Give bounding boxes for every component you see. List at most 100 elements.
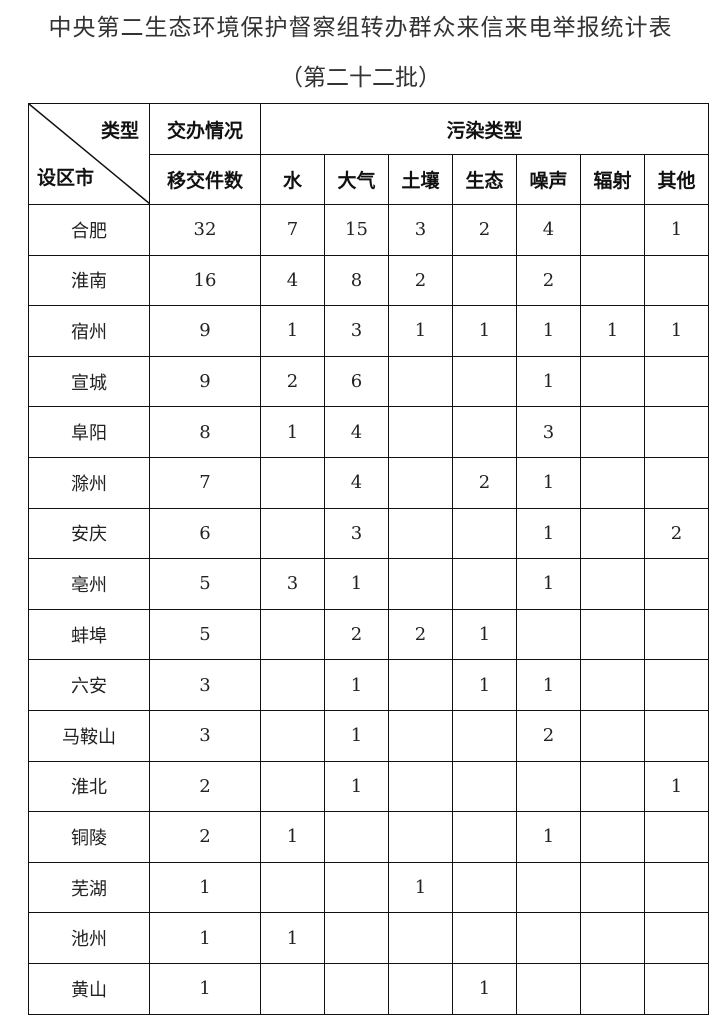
value-cell: 3 (324, 305, 389, 357)
table-row: 淮北 2 1 1 (28, 760, 709, 813)
header-assignment: 交办情况 (149, 103, 261, 155)
value-cell (580, 760, 645, 813)
value-cell (452, 811, 517, 863)
value-cell (260, 861, 325, 914)
value-cell (388, 709, 453, 762)
value-cell (388, 962, 453, 1015)
count-cell: 5 (149, 608, 261, 661)
city-cell: 滁州 (28, 456, 150, 509)
table-row: 淮南 16 4 8 2 2 (28, 254, 709, 307)
city-cell: 合肥 (28, 204, 150, 256)
value-cell (644, 456, 709, 509)
value-cell: 1 (644, 760, 709, 813)
table-row: 亳州 5 3 1 1 (28, 558, 709, 610)
value-cell (388, 355, 453, 408)
value-cell (260, 659, 325, 711)
value-cell: 2 (452, 456, 517, 509)
value-cell: 3 (260, 558, 325, 610)
header-type-2: 土壤 (388, 154, 453, 205)
count-cell: 1 (149, 962, 261, 1015)
value-cell (388, 456, 453, 509)
value-cell: 1 (388, 305, 453, 357)
count-cell: 3 (149, 659, 261, 711)
value-cell: 4 (324, 456, 389, 509)
value-cell (388, 760, 453, 813)
city-cell: 马鞍山 (28, 709, 150, 762)
value-cell (260, 456, 325, 509)
value-cell (452, 861, 517, 914)
table-row: 宿州 9 1 3 1 1 1 1 1 (28, 305, 709, 357)
value-cell (580, 254, 645, 307)
document-title: 中央第二生态环境保护督察组转办群众来信来电举报统计表 (48, 15, 673, 41)
count-cell: 9 (149, 355, 261, 408)
value-cell: 1 (516, 507, 581, 560)
table-row: 安庆 6 3 1 2 (28, 507, 709, 560)
value-cell (644, 659, 709, 711)
value-cell (260, 608, 325, 661)
value-cell (580, 507, 645, 560)
value-cell (452, 558, 517, 610)
table-row: 六安 3 1 1 1 (28, 659, 709, 711)
value-cell (516, 912, 581, 964)
value-cell: 2 (516, 254, 581, 307)
value-cell (580, 709, 645, 762)
value-cell (580, 406, 645, 458)
value-cell: 1 (516, 305, 581, 357)
value-cell (580, 204, 645, 256)
count-cell: 8 (149, 406, 261, 458)
value-cell: 1 (324, 709, 389, 762)
count-cell: 32 (149, 204, 261, 256)
value-cell: 3 (388, 204, 453, 256)
value-cell (452, 760, 517, 813)
value-cell: 4 (516, 204, 581, 256)
value-cell (516, 861, 581, 914)
value-cell: 1 (324, 760, 389, 813)
value-cell (388, 507, 453, 560)
header-count: 移交件数 (149, 154, 261, 205)
value-cell (324, 861, 389, 914)
value-cell: 1 (260, 406, 325, 458)
value-cell (644, 355, 709, 408)
value-cell (452, 912, 517, 964)
value-cell (644, 962, 709, 1015)
city-cell: 淮南 (28, 254, 150, 307)
value-cell (388, 406, 453, 458)
value-cell (260, 709, 325, 762)
value-cell: 1 (580, 305, 645, 357)
city-cell: 黄山 (28, 962, 150, 1015)
document-subtitle: （第二十二批） (280, 65, 441, 91)
value-cell (580, 861, 645, 914)
city-cell: 蚌埠 (28, 608, 150, 661)
value-cell: 1 (452, 659, 517, 711)
value-cell (644, 861, 709, 914)
count-cell: 3 (149, 709, 261, 762)
city-cell: 宿州 (28, 305, 150, 357)
value-cell: 1 (260, 912, 325, 964)
value-cell: 2 (324, 608, 389, 661)
value-cell: 15 (324, 204, 389, 256)
table-row: 滁州 7 4 2 1 (28, 456, 709, 509)
diagonal-header-cell: 类型 设区市 (28, 103, 150, 205)
table-row: 马鞍山 3 1 2 (28, 709, 709, 762)
count-cell: 6 (149, 507, 261, 560)
header-type-5: 辐射 (580, 154, 645, 205)
table-row: 芜湖 1 1 (28, 861, 709, 914)
header-type-0: 水 (260, 154, 325, 205)
value-cell (580, 811, 645, 863)
count-cell: 7 (149, 456, 261, 509)
count-cell: 16 (149, 254, 261, 307)
value-cell (324, 811, 389, 863)
value-cell: 1 (516, 456, 581, 509)
value-cell (452, 709, 517, 762)
value-cell: 1 (324, 558, 389, 610)
value-cell (452, 254, 517, 307)
city-cell: 六安 (28, 659, 150, 711)
value-cell: 8 (324, 254, 389, 307)
value-cell: 1 (516, 355, 581, 408)
value-cell (644, 406, 709, 458)
header-type-4: 噪声 (516, 154, 581, 205)
value-cell: 1 (452, 305, 517, 357)
value-cell (260, 962, 325, 1015)
value-cell (580, 962, 645, 1015)
city-cell: 铜陵 (28, 811, 150, 863)
